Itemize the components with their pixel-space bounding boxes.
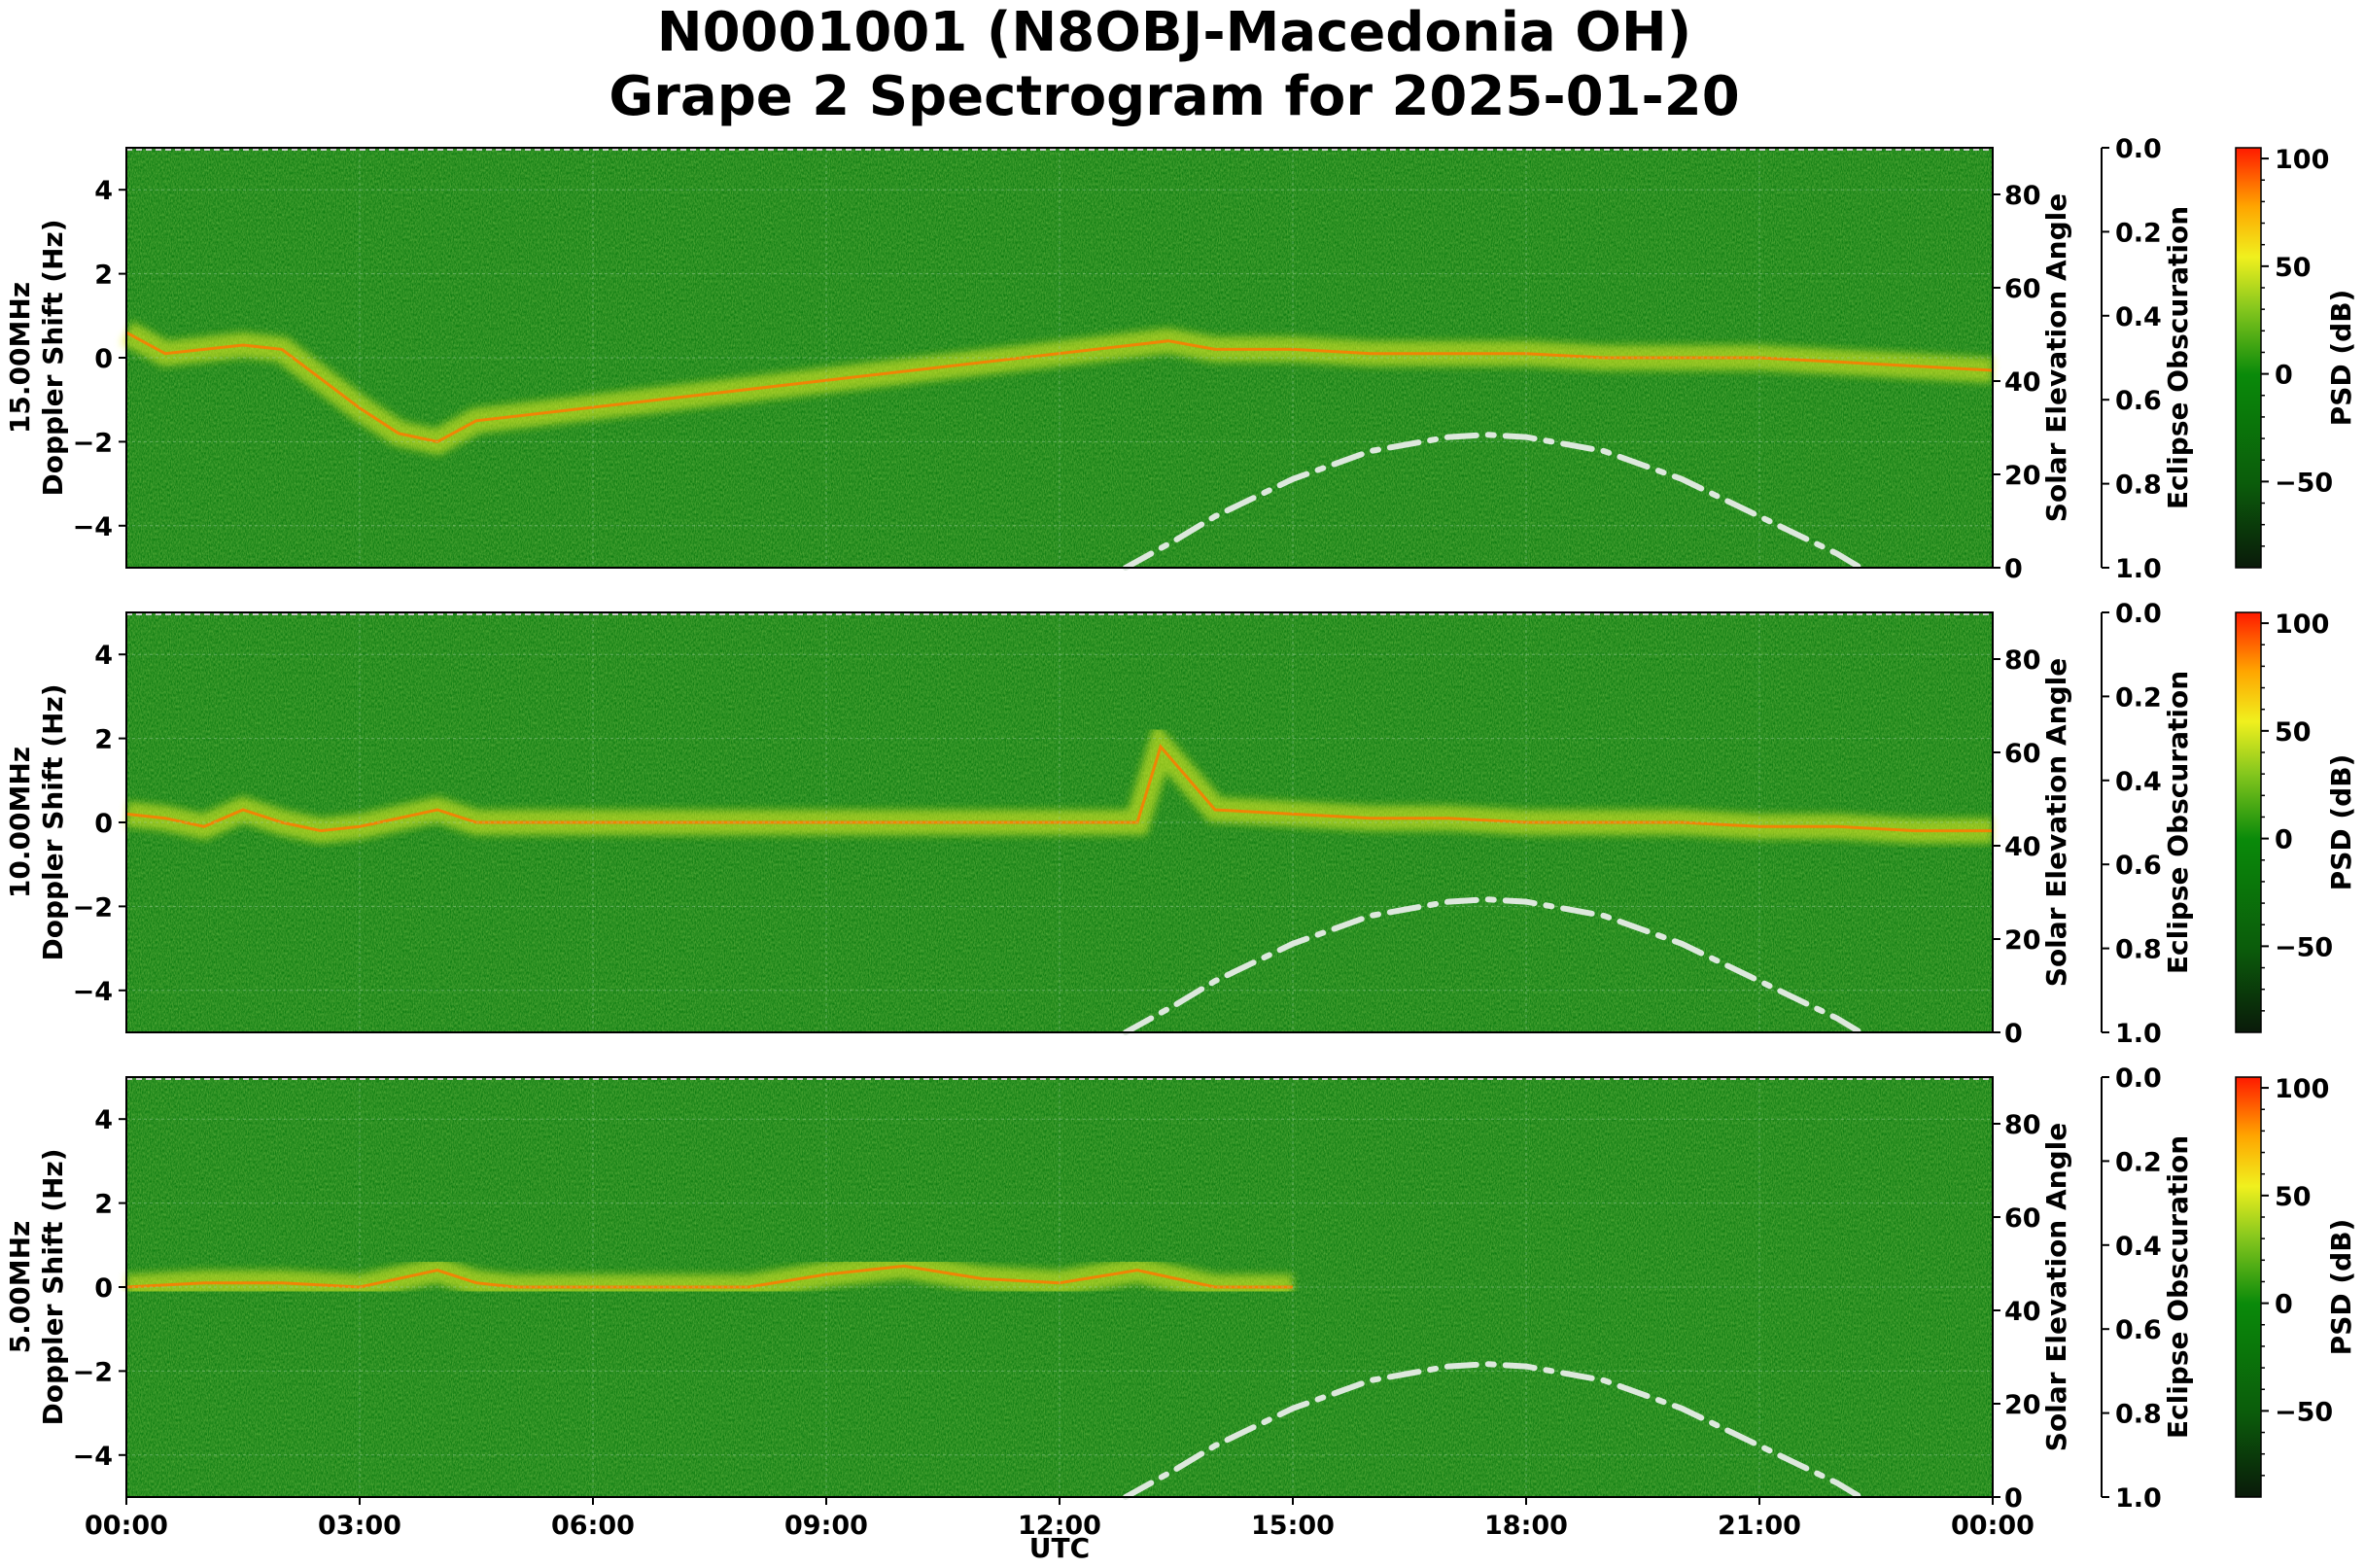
y-tick-label: −2 xyxy=(73,428,113,458)
eclipse-tick-label: 0.8 xyxy=(2115,470,2162,501)
eclipse-tick-label: 1.0 xyxy=(2115,554,2162,584)
colorbar xyxy=(2235,147,2262,569)
elevation-tick-label: 80 xyxy=(2004,181,2041,211)
colorbar-tick-label: 50 xyxy=(2275,253,2312,283)
eclipse-tick-label: 0.2 xyxy=(2115,682,2162,713)
y-tick-label: −2 xyxy=(73,892,113,923)
colorbar xyxy=(2235,611,2262,1033)
eclipse-tick-label: 0.6 xyxy=(2115,851,2162,881)
eclipse-tick-label: 1.0 xyxy=(2115,1019,2162,1049)
y-axis-label: 10.00MHzDoppler Shift (Hz) xyxy=(4,683,69,960)
colorbar-tick-label: 50 xyxy=(2275,717,2312,748)
x-axis: 00:00 03:00 06:00 09:00 12:00 15:00 18:00 21:00… xyxy=(85,1497,2035,1541)
eclipse-tick-label: 1.0 xyxy=(2115,1483,2162,1514)
eclipse-tick-label: 0.4 xyxy=(2115,302,2162,332)
y-tick-label: 2 xyxy=(94,725,113,755)
figure-title-line-2: Grape 2 Spectrogram for 2025-01-20 xyxy=(609,65,1739,128)
y-tick-label: 4 xyxy=(94,176,113,206)
y-tick-label: 4 xyxy=(94,641,113,671)
y-axis-label: 5.00MHzDoppler Shift (Hz) xyxy=(4,1148,69,1425)
eclipse-axis-label: Eclipse Obscuration xyxy=(2162,671,2194,974)
colorbar xyxy=(2235,1076,2262,1498)
elevation-tick-label: 20 xyxy=(2004,925,2041,956)
x-tick-label: 12:00 xyxy=(1018,1511,1101,1541)
elevation-axis-label: Solar Elevation Angle xyxy=(2040,1123,2072,1451)
elevation-tick-label: 60 xyxy=(2004,1203,2041,1234)
elevation-tick-label: 20 xyxy=(2004,1390,2041,1420)
y-tick-label: −4 xyxy=(73,1442,113,1472)
colorbar-label: PSD (dB) xyxy=(2325,1219,2357,1356)
y-tick-label: −4 xyxy=(73,977,113,1007)
eclipse-tick-label: 0.2 xyxy=(2115,1147,2162,1177)
x-tick-label: 06:00 xyxy=(551,1511,635,1541)
eclipse-tick-label: 0.2 xyxy=(2115,218,2162,248)
solar-elevation-curve xyxy=(1123,896,1863,1035)
eclipse-tick-label: 0.8 xyxy=(2115,935,2162,965)
elevation-axis-label: Solar Elevation Angle xyxy=(2040,193,2072,522)
colorbar-tick-label: 0 xyxy=(2275,361,2293,391)
elevation-tick-label: 40 xyxy=(2004,832,2041,862)
x-tick-label: 09:00 xyxy=(784,1511,868,1541)
y-tick-label: 0 xyxy=(94,344,113,374)
y-tick-label: −4 xyxy=(73,512,113,542)
x-tick-label: 21:00 xyxy=(1718,1511,1801,1541)
colorbar-label: PSD (dB) xyxy=(2325,290,2357,427)
x-tick-label: 18:00 xyxy=(1484,1511,1568,1541)
y-tick-label: 4 xyxy=(94,1105,113,1135)
elevation-tick-label: 0 xyxy=(2004,1019,2023,1049)
eclipse-axis-label: Eclipse Obscuration xyxy=(2162,206,2194,509)
solar-elevation-curve xyxy=(1123,432,1863,571)
panel-15.00MHz: 420−2−415.00MHzDoppler Shift (Hz)8060402… xyxy=(4,134,2357,584)
panels: 420−2−415.00MHzDoppler Shift (Hz)8060402… xyxy=(4,134,2357,1514)
colorbar-tick-label: 0 xyxy=(2275,825,2293,855)
eclipse-tick-label: 0.0 xyxy=(2115,1063,2162,1094)
x-axis-label: UTC xyxy=(1029,1532,1090,1564)
elevation-axis-label: Solar Elevation Angle xyxy=(2040,658,2072,987)
colorbar-tick-label: 0 xyxy=(2275,1290,2293,1320)
x-tick-label: 03:00 xyxy=(318,1511,401,1541)
elevation-tick-label: 60 xyxy=(2004,274,2041,304)
x-tick-label: 15:00 xyxy=(1251,1511,1335,1541)
figure-title-line-1: N0001001 (N8OBJ-Macedonia OH) xyxy=(657,1,1692,64)
elevation-tick-label: 20 xyxy=(2004,461,2041,491)
colorbar-tick-label: 100 xyxy=(2275,610,2329,640)
eclipse-axis-label: Eclipse Obscuration xyxy=(2162,1135,2194,1439)
colorbar-tick-label: 100 xyxy=(2275,145,2329,175)
elevation-tick-label: 80 xyxy=(2004,645,2041,676)
x-tick-label: 00:00 xyxy=(85,1511,168,1541)
eclipse-tick-label: 0.8 xyxy=(2115,1400,2162,1430)
colorbar-tick-label: −50 xyxy=(2275,468,2333,498)
y-tick-label: 0 xyxy=(94,1273,113,1304)
y-axis-label: 15.00MHzDoppler Shift (Hz) xyxy=(4,219,69,496)
eclipse-tick-label: 0.0 xyxy=(2115,134,2162,164)
colorbar-tick-label: −50 xyxy=(2275,1397,2333,1427)
eclipse-tick-label: 0.6 xyxy=(2115,1315,2162,1345)
eclipse-tick-label: 0.6 xyxy=(2115,386,2162,416)
y-tick-label: −2 xyxy=(73,1357,113,1387)
y-tick-label: 0 xyxy=(94,809,113,839)
eclipse-tick-label: 0.0 xyxy=(2115,599,2162,629)
x-tick-label: 00:00 xyxy=(1951,1511,2035,1541)
colorbar-tick-label: −50 xyxy=(2275,932,2333,962)
colorbar-tick-label: 50 xyxy=(2275,1182,2312,1212)
eclipse-tick-label: 0.4 xyxy=(2115,1232,2162,1262)
solar-elevation-curve xyxy=(1123,1361,1863,1500)
elevation-tick-label: 0 xyxy=(2004,1483,2023,1514)
colorbar-label: PSD (dB) xyxy=(2325,754,2357,891)
elevation-tick-label: 60 xyxy=(2004,739,2041,769)
colorbar-tick-label: 100 xyxy=(2275,1074,2329,1104)
elevation-tick-label: 40 xyxy=(2004,367,2041,398)
panel-5.00MHz: 420−2−45.00MHzDoppler Shift (Hz)80604020… xyxy=(4,1063,2357,1514)
elevation-tick-label: 40 xyxy=(2004,1297,2041,1327)
panel-10.00MHz: 420−2−410.00MHzDoppler Shift (Hz)8060402… xyxy=(4,599,2357,1049)
eclipse-tick-label: 0.4 xyxy=(2115,767,2162,797)
y-tick-label: 2 xyxy=(94,261,113,291)
figure-title: N0001001 (N8OBJ-Macedonia OH) Grape 2 Sp… xyxy=(609,1,1739,128)
y-tick-label: 2 xyxy=(94,1190,113,1220)
elevation-tick-label: 0 xyxy=(2004,554,2023,584)
elevation-tick-label: 80 xyxy=(2004,1110,2041,1140)
